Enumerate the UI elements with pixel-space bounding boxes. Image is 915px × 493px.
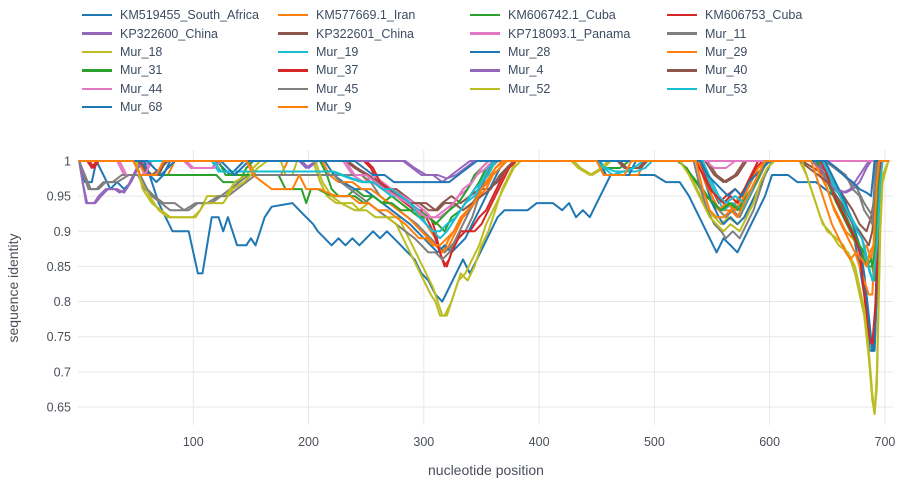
x-tick-label: 200 [298,435,319,449]
legend-item-label: Mur_37 [316,63,359,78]
series-line-KM519455_South_Africa [78,160,890,352]
legend-item-label: Mur_45 [316,81,359,96]
legend-color-line [278,32,308,35]
legend-item-Mur_11[interactable]: Mur_11 [667,24,908,42]
chart-legend: KM519455_South_Africa KM577669.1_Iran KM60… [82,6,908,116]
legend-item-Mur_18[interactable]: Mur_18 [82,43,278,61]
y-tick-label: 0.8 [54,295,71,309]
legend-item-label: Mur_53 [705,81,748,96]
y-tick-label: 0.95 [47,190,71,204]
legend-color-line [82,50,112,54]
legend-item-Mur_52[interactable]: Mur_52 [470,80,667,98]
legend-item-Mur_37[interactable]: Mur_37 [278,61,470,79]
x-axis-title: nucleotide position [428,462,544,478]
legend-item-label: Mur_4 [508,63,544,78]
legend-color-line [667,50,697,54]
legend-item-label: KM519455_South_Africa [120,8,259,23]
legend-color-line [470,32,500,35]
legend-item-label: Mur_52 [508,81,551,96]
y-axis-title: sequence identity [5,234,21,343]
legend-item-Mur_28[interactable]: Mur_28 [470,43,667,61]
legend-color-line [82,105,112,109]
legend-color-line [667,32,697,35]
legend-item-label: Mur_28 [508,44,551,59]
legend-item-label: Mur_9 [316,100,352,115]
legend-item-label: KM577669.1_Iran [316,8,416,23]
legend-item-label: Mur_44 [120,81,163,96]
x-tick-label: 400 [529,435,550,449]
legend-color-line [667,69,697,72]
legend-color-line [470,50,500,54]
legend-item-Mur_9[interactable]: Mur_9 [278,98,470,116]
legend-color-line [278,50,308,54]
series-line-Mur_9 [78,160,890,268]
legend-item-label: KP322600_China [120,26,218,41]
legend-item-label: KP322601_China [316,26,414,41]
legend-item-KM606742.1_Cuba[interactable]: KM606742.1_Cuba [470,6,667,24]
series-line-Mur_68 [78,160,890,198]
legend-color-line [470,87,500,90]
legend-color-line [278,69,308,72]
legend-item-KM606753_Cuba[interactable]: KM606753_Cuba [667,6,908,24]
legend-item-Mur_4[interactable]: Mur_4 [470,61,667,79]
legend-item-Mur_31[interactable]: Mur_31 [82,61,278,79]
x-tick-label: 100 [183,435,204,449]
legend-item-label: Mur_68 [120,100,163,115]
legend-color-line [82,13,112,17]
legend-item-Mur_44[interactable]: Mur_44 [82,80,278,98]
legend-color-line [278,87,308,90]
axis-tick-labels: 100 200 300 400 500 600 700 1 0.95 0.9 0.85 0.8 0.75… [47,154,896,449]
series-layer [78,160,890,415]
legend-item-label: KM606742.1_Cuba [508,8,616,23]
legend-color-line [278,105,308,109]
y-tick-label: 0.75 [47,330,71,344]
series-line-Mur_4 [78,160,890,205]
grid-layer [78,150,893,425]
legend-item-Mur_53[interactable]: Mur_53 [667,80,908,98]
legend-color-line [667,13,697,17]
legend-color-line [278,13,308,17]
legend-item-KM577669.1_Iran[interactable]: KM577669.1_Iran [278,6,470,24]
legend-item-KP322600_China[interactable]: KP322600_China [82,24,278,42]
y-tick-label: 0.85 [47,260,71,274]
legend-item-Mur_29[interactable]: Mur_29 [667,43,908,61]
legend-color-line [82,69,112,72]
legend-item-label: Mur_19 [316,44,359,59]
legend-color-line [82,32,112,35]
x-tick-label: 600 [759,435,780,449]
x-tick-label: 700 [875,435,896,449]
legend-item-KP322601_China[interactable]: KP322601_China [278,24,470,42]
legend-item-label: Mur_40 [705,63,748,78]
legend-item-label: Mur_18 [120,44,163,59]
plot-area[interactable] [78,150,893,425]
legend-item-label: Mur_31 [120,63,163,78]
legend-item-Mur_68[interactable]: Mur_68 [82,98,278,116]
legend-item-KP718093.1_Panama[interactable]: KP718093.1_Panama [470,24,667,42]
y-tick-label: 0.65 [47,401,71,415]
x-tick-label: 500 [644,435,665,449]
y-tick-label: 1 [64,154,71,168]
legend-color-line [82,87,112,90]
y-tick-label: 0.7 [54,365,71,379]
legend-item-label: Mur_11 [705,26,747,41]
legend-color-line [470,69,500,72]
legend-item-label: KP718093.1_Panama [508,26,631,41]
legend-color-line [667,87,697,90]
legend-item-Mur_45[interactable]: Mur_45 [278,80,470,98]
y-tick-label: 0.9 [54,225,71,239]
legend-item-Mur_19[interactable]: Mur_19 [278,43,470,61]
legend-item-Mur_40[interactable]: Mur_40 [667,61,908,79]
legend-color-line [470,13,500,17]
legend-item-label: Mur_29 [705,44,748,59]
x-tick-label: 300 [413,435,434,449]
legend-item-label: KM606753_Cuba [705,8,803,23]
legend-item-KM519455_South_Africa[interactable]: KM519455_South_Africa [82,6,278,24]
